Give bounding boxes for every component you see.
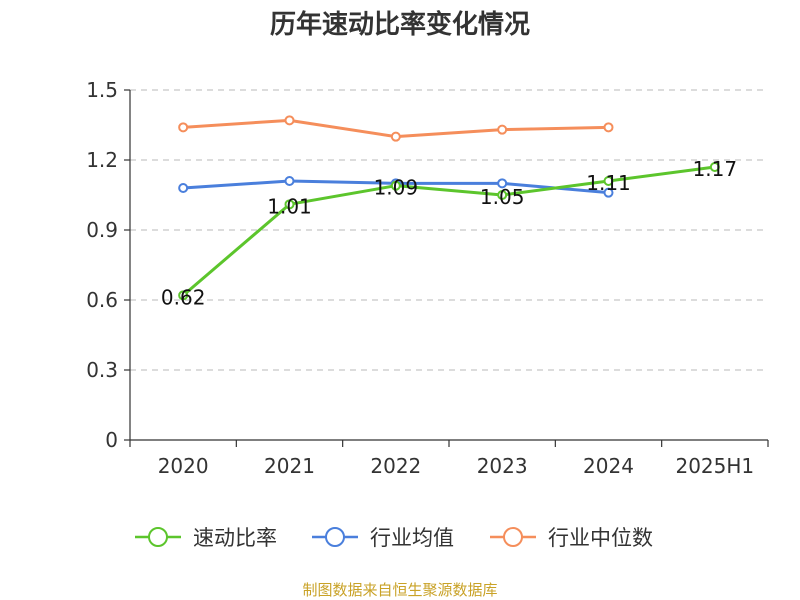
y-tick-label: 0.6	[86, 288, 118, 312]
data-point	[497, 124, 508, 135]
series-lines	[178, 115, 720, 301]
data-label: 1.05	[480, 185, 525, 209]
data-point	[284, 199, 295, 210]
legend-label: 行业中位数	[548, 526, 653, 550]
x-tick-label: 2022	[370, 454, 421, 478]
data-label: 1.01	[267, 194, 312, 218]
legend-item-0: 速动比率	[135, 526, 277, 550]
y-tick-label: 0.9	[86, 218, 118, 242]
data-point	[178, 183, 189, 193]
y-tick-label: 0.3	[86, 358, 118, 382]
source-note: 制图数据来自恒生聚源数据库	[302, 581, 497, 599]
x-tick-label: 2024	[583, 454, 634, 478]
grid-lines	[130, 89, 768, 371]
legend-label: 行业均值	[370, 526, 454, 550]
data-point	[178, 290, 189, 301]
x-tick-label: 2021	[264, 454, 315, 478]
data-label: 0.62	[161, 285, 206, 309]
legend-marker-icon	[148, 527, 168, 547]
data-labels: 0.62 1.01 1.09 1.05 1.11 1.17	[161, 157, 737, 309]
data-point	[284, 115, 295, 126]
data-point	[390, 131, 401, 142]
x-tick-label: 2020	[158, 454, 209, 478]
legend-item-1: 行业均值	[312, 526, 454, 550]
data-point	[390, 180, 401, 191]
legend-marker-icon	[325, 527, 345, 547]
axes: 0 0.3 0.6 0.9 1.2 1.5 2020 2021 2022 2023 2024 2025…	[86, 78, 769, 478]
y-tick-label: 1.5	[86, 78, 118, 102]
y-tick-label: 0	[105, 428, 118, 452]
data-point	[709, 162, 720, 172]
chart-title: 历年速动比率变化情况	[270, 9, 530, 40]
x-tick-label: 2023	[477, 454, 528, 478]
legend-label: 速动比率	[193, 526, 277, 550]
x-tick-label: 2025H1	[675, 454, 754, 478]
series-line-0	[182, 165, 716, 297]
data-label: 1.17	[693, 157, 738, 181]
data-point	[603, 122, 614, 133]
data-point	[603, 187, 614, 198]
data-label: 1.11	[586, 171, 631, 195]
data-point	[497, 178, 508, 189]
data-point	[178, 122, 189, 133]
legend-marker-icon	[503, 527, 523, 547]
legend-item-2: 行业中位数	[490, 526, 653, 550]
y-tick-label: 1.2	[86, 148, 118, 172]
data-point	[284, 176, 295, 186]
data-point	[497, 190, 508, 200]
data-point	[603, 176, 614, 186]
legend: 速动比率 行业均值 行业中位数	[135, 526, 653, 550]
data-label: 1.09	[374, 176, 419, 200]
